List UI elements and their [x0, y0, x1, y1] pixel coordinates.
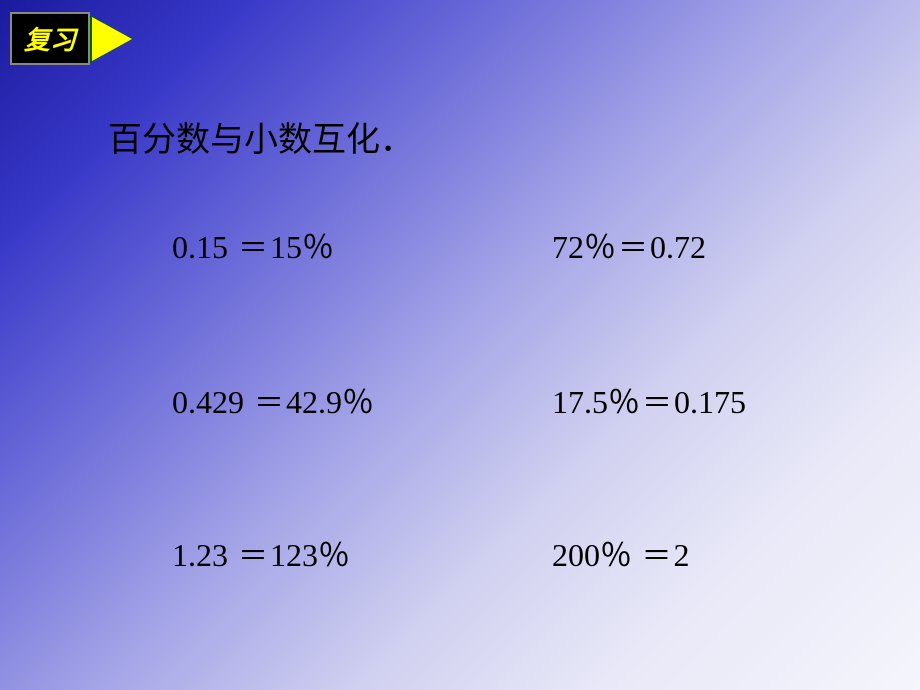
eq6-left-pct: ％: [600, 537, 632, 573]
page-title: 百分数与小数互化．: [108, 112, 414, 161]
eq4-equals: ＝: [640, 387, 674, 420]
eq2-left-pct: ％: [584, 229, 616, 265]
review-label: 复习: [10, 12, 90, 65]
eq5-right-num: 123: [270, 537, 318, 573]
equation-6: 200％ ＝2: [552, 530, 690, 576]
eq1-left: 0.15: [172, 229, 228, 265]
equation-1: 0.15 ＝15％: [172, 222, 334, 268]
equation-3: 0.429 ＝42.9％: [172, 377, 374, 423]
review-badge: 复习: [10, 12, 132, 65]
eq4-right: 0.175: [674, 384, 746, 420]
eq1-right-num: 15: [270, 229, 302, 265]
triangle-icon: [92, 17, 132, 61]
eq1-right-pct: ％: [302, 229, 334, 265]
equation-4: 17.5％＝0.175: [552, 377, 746, 423]
eq2-right: 0.72: [650, 229, 706, 265]
eq1-equals: ＝: [236, 232, 270, 265]
eq4-left-num: 17.5: [552, 384, 608, 420]
eq6-left-num: 200: [552, 537, 600, 573]
eq5-equals: ＝: [236, 540, 270, 573]
eq5-left: 1.23: [172, 537, 228, 573]
eq5-right-pct: ％: [318, 537, 350, 573]
equation-2: 72％＝0.72: [552, 222, 706, 268]
eq3-equals: ＝: [252, 387, 286, 420]
eq4-left-pct: ％: [608, 384, 640, 420]
eq2-left-num: 72: [552, 229, 584, 265]
eq3-right-num: 42.9: [286, 384, 342, 420]
eq3-right-pct: ％: [342, 384, 374, 420]
equation-5: 1.23 ＝123％: [172, 530, 350, 576]
eq6-equals: ＝: [632, 540, 674, 573]
eq2-equals: ＝: [616, 232, 650, 265]
eq3-left: 0.429: [172, 384, 244, 420]
eq6-right: 2: [674, 537, 690, 573]
